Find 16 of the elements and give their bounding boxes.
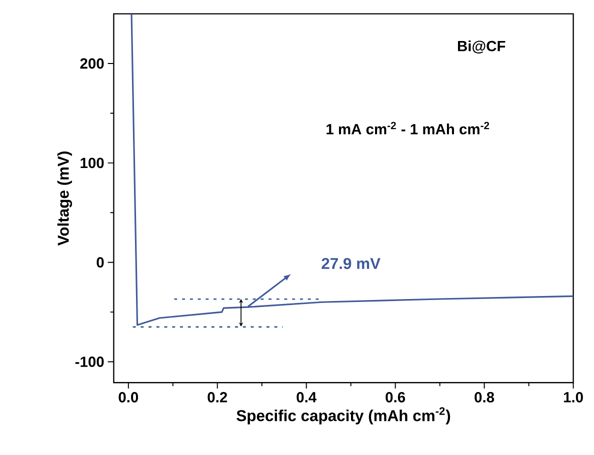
x-tick-label: 0.4 [296, 392, 317, 403]
x-axis-title: Specific capacity (mAh cm$^{-2}$) [236, 407, 450, 425]
annotation: Bi@CF [458, 40, 506, 54]
annotation: 1 mA cm$^{-2}$ - 1 mAh cm$^{-2}$ [326, 122, 490, 135]
y-axis-title: Voltage (mV) [57, 152, 72, 246]
x-tick-label: 0.6 [386, 392, 406, 403]
x-tick-label: 0.8 [474, 392, 494, 403]
y-tick-label: 0 [96, 257, 104, 268]
y-tick-label: 100 [80, 158, 104, 168]
annotation: 27.9 mV [322, 258, 380, 270]
x-tick-label: 0.2 [208, 392, 228, 403]
x-tick-label: 0.0 [118, 392, 138, 403]
line-series [130, 14, 574, 326]
x-tick-label: 1.0 [564, 392, 583, 403]
y-tick-label: -100 [75, 356, 104, 368]
y-tick-label: 200 [80, 58, 104, 69]
